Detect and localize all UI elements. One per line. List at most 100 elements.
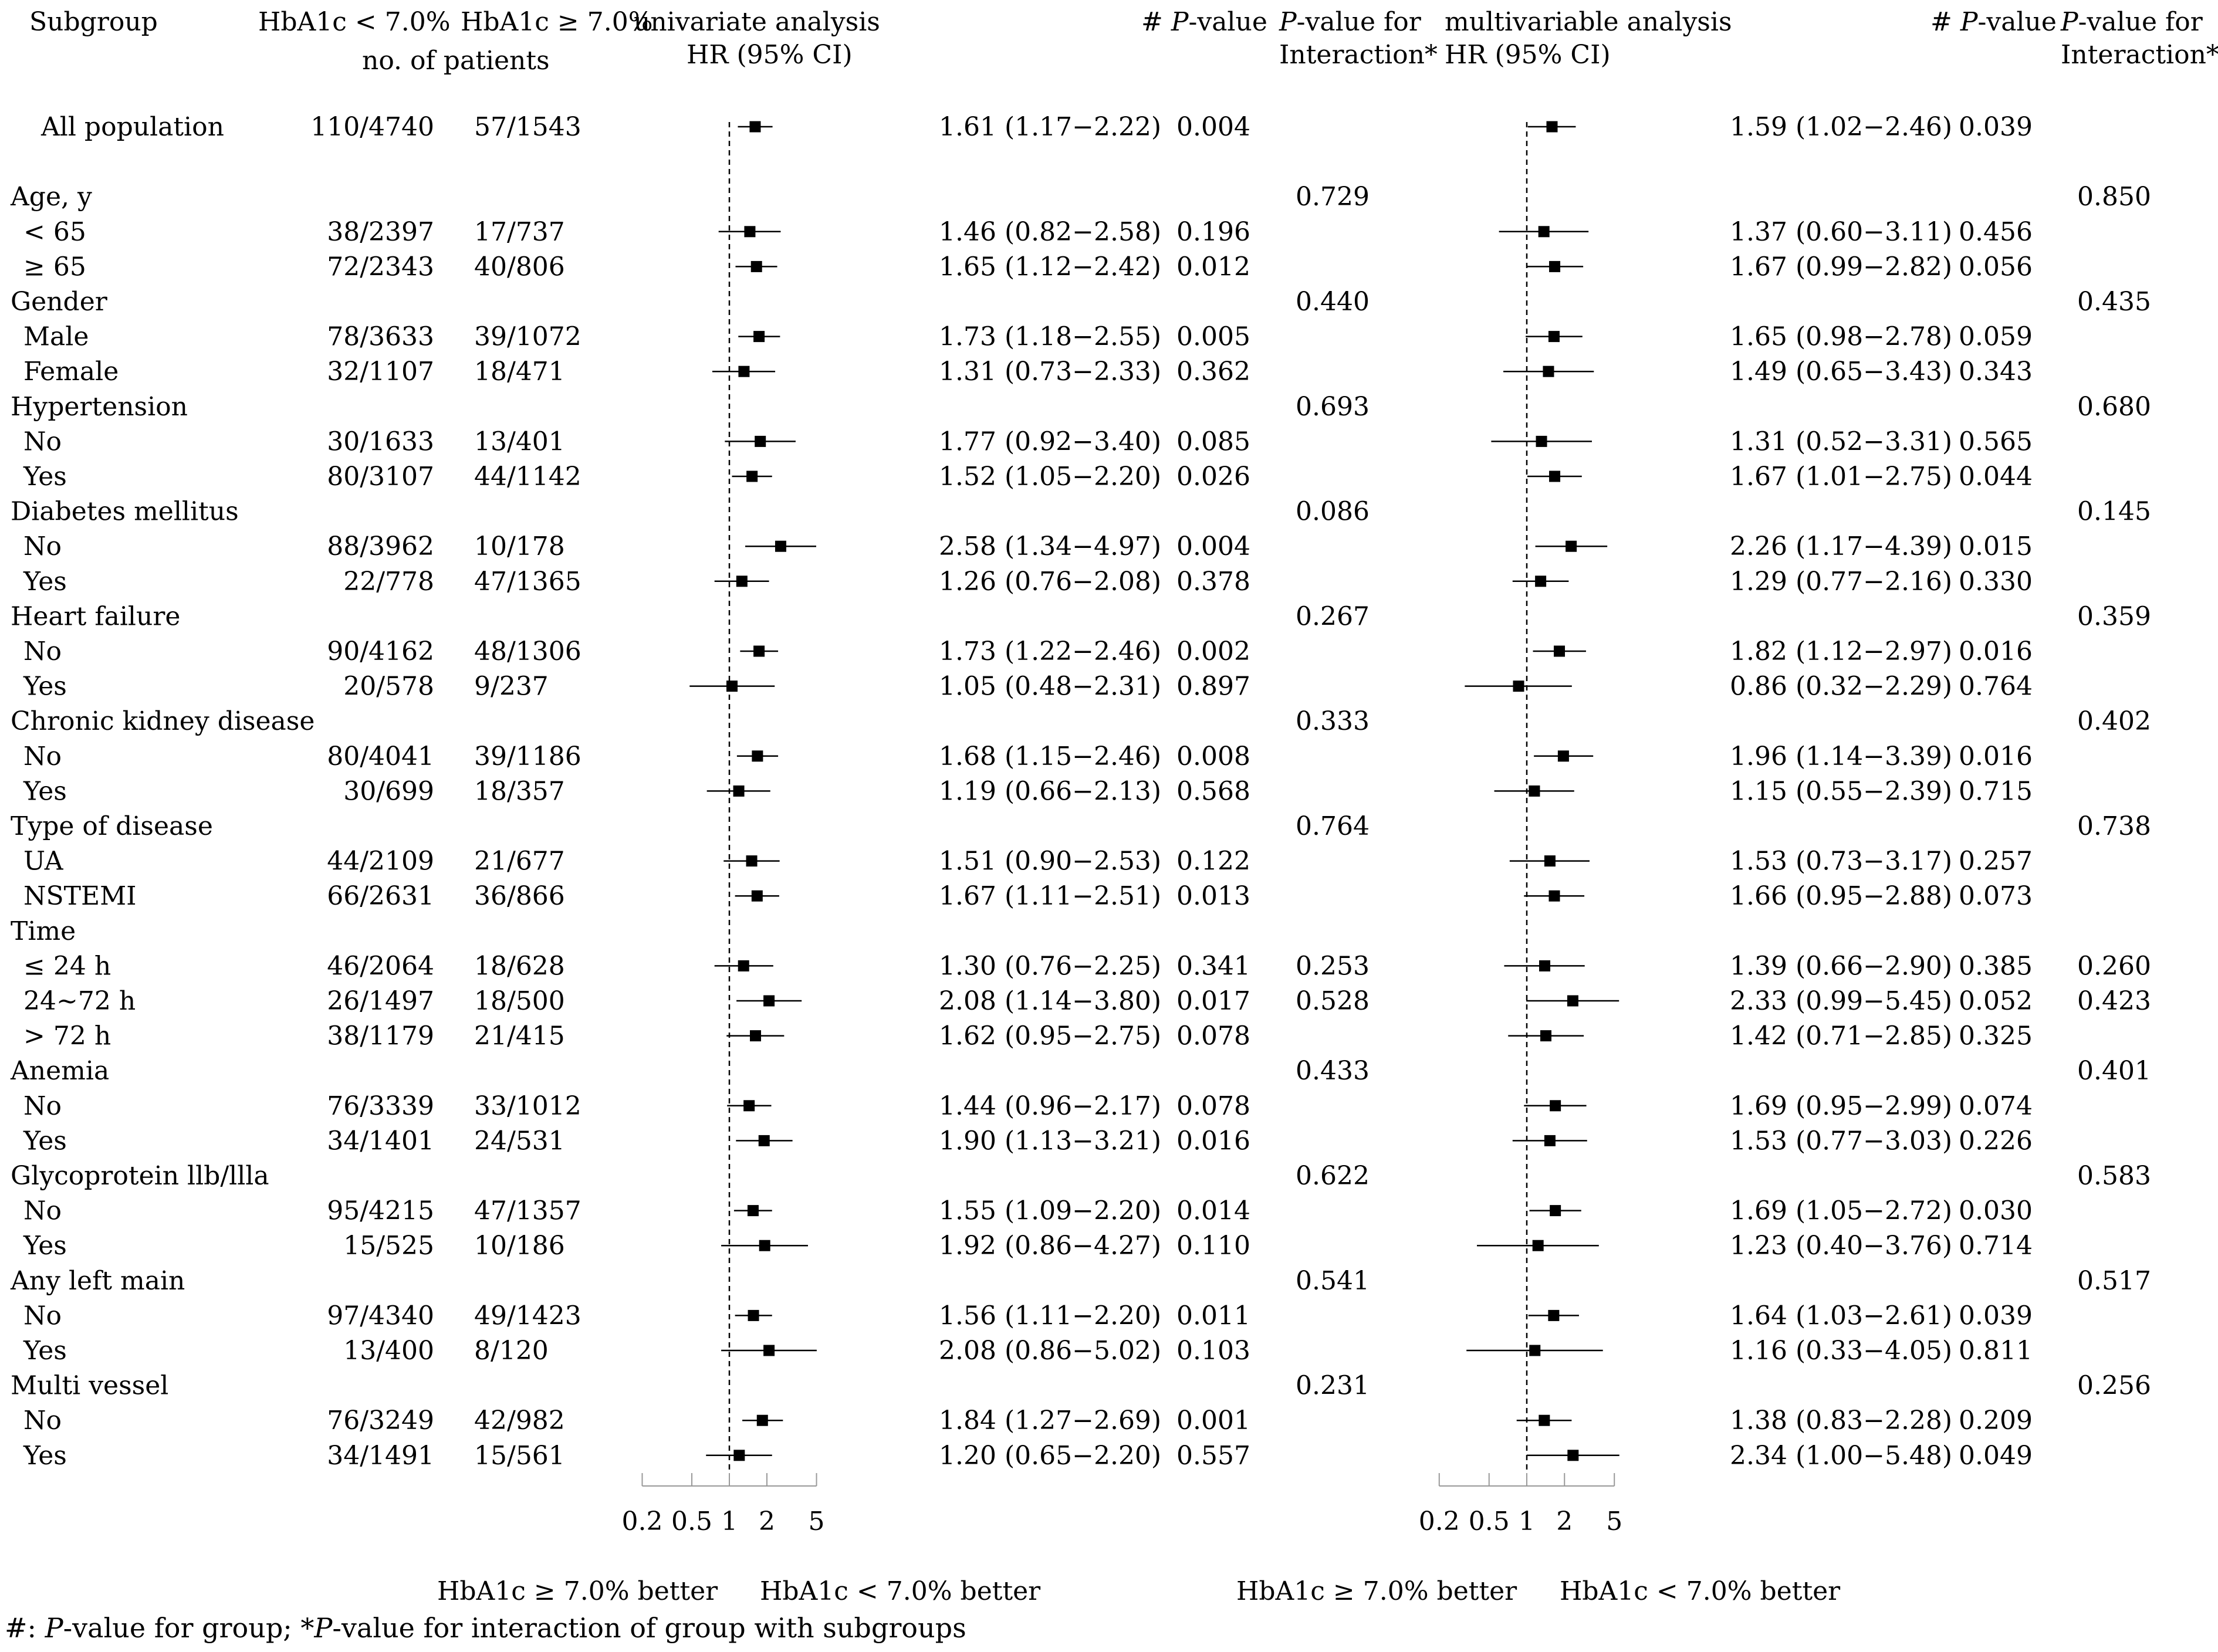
hr-point (1529, 1345, 1541, 1356)
subgroup-label: < 65 (23, 217, 86, 247)
group-label: Anemia (10, 1056, 109, 1086)
interaction-pvalue: 0.435 (2077, 287, 2151, 317)
p-value: 0.715 (1959, 776, 2033, 806)
interaction-pvalue: 0.764 (1296, 811, 1370, 841)
interaction-pvalue: 0.729 (1296, 182, 1370, 212)
p-value: 0.085 (1176, 426, 1250, 456)
hr-point (748, 1309, 759, 1321)
hr-ci-text: 1.56 (1.11−2.20) (939, 1301, 1161, 1331)
hr-point (753, 331, 765, 343)
hr-point (1539, 1414, 1550, 1426)
count-hba1c-high: 21/677 (474, 847, 565, 876)
hr-ci-text: 1.19 (0.66−2.13) (939, 776, 1161, 806)
hr-point (1538, 226, 1550, 238)
hr-ci-text: 1.96 (1.14−3.39) (1730, 742, 1952, 771)
count-hba1c-low: 34/1491 (327, 1441, 434, 1471)
hr-ci-text: 1.90 (1.13−3.21) (939, 1126, 1161, 1156)
hr-point (749, 121, 761, 133)
p-value: 0.565 (1959, 426, 2033, 456)
count-hba1c-high: 18/500 (474, 986, 565, 1016)
group-label: Glycoprotein llb/llla (11, 1161, 269, 1191)
hr-ci-text: 1.31 (0.73−2.33) (939, 357, 1161, 387)
hr-ci-text: 1.69 (1.05−2.72) (1730, 1196, 1952, 1226)
hr-point (1535, 576, 1547, 587)
p-value: 0.226 (1959, 1126, 2033, 1156)
hr-point (1566, 540, 1577, 552)
p-value: 0.568 (1176, 776, 1250, 806)
hr-point (1543, 365, 1554, 377)
p-value: 0.039 (1959, 112, 2033, 142)
p-value: 0.209 (1959, 1406, 2033, 1436)
count-hba1c-high: 9/237 (474, 672, 549, 702)
hr-ci-text: 2.26 (1.17−4.39) (1730, 532, 1952, 561)
count-hba1c-high: 44/1142 (474, 462, 581, 492)
hr-point (1544, 855, 1556, 867)
count-hba1c-low: 30/699 (343, 776, 434, 806)
p-value: 0.059 (1959, 322, 2033, 352)
count-hba1c-high: 47/1357 (474, 1196, 581, 1226)
hr-ci-text: 1.38 (0.83−2.28) (1730, 1406, 1952, 1436)
hr-ci-text: 1.65 (1.12−2.42) (939, 252, 1161, 282)
p-value: 0.002 (1176, 637, 1250, 666)
header-uni-pint-2: Interaction* (1279, 40, 1438, 70)
interaction-pvalue: 0.738 (2077, 811, 2151, 841)
interaction-pvalue: 0.541 (1296, 1266, 1370, 1296)
p-value: 0.714 (1959, 1231, 2033, 1261)
interaction-pvalue: 0.680 (2077, 392, 2151, 422)
count-hba1c-high: 18/628 (474, 951, 565, 981)
hr-ci-text: 1.61 (1.17−2.22) (939, 112, 1161, 142)
hr-point (759, 1240, 770, 1251)
count-hba1c-low: 66/2631 (327, 881, 434, 911)
footer-note: #: P-value for group; *P-value for inter… (5, 1612, 966, 1644)
header-uni-title: univariate analysis (634, 7, 880, 37)
header-hba1c-low: HbA1c < 7.0% (258, 7, 451, 37)
hr-ci-text: 1.31 (0.52−3.31) (1730, 426, 1952, 456)
count-hba1c-high: 48/1306 (474, 637, 581, 666)
hr-ci-text: 1.29 (0.77−2.16) (1730, 567, 1952, 597)
subgroup-label: Yes (23, 1126, 67, 1156)
hr-ci-text: 2.34 (1.00−5.48) (1730, 1441, 1952, 1471)
hr-ci-text: 1.53 (0.77−3.03) (1730, 1126, 1952, 1156)
hr-point (1532, 1240, 1544, 1251)
hr-ci-text: 1.69 (0.95−2.99) (1730, 1091, 1952, 1121)
group-label: Heart failure (11, 601, 180, 631)
group-label: Any left main (10, 1266, 185, 1296)
interaction-pvalue: 0.256 (2077, 1371, 2151, 1401)
x-tick-label: 5 (809, 1507, 825, 1536)
count-hba1c-high: 10/186 (474, 1231, 565, 1261)
count-hba1c-low: 80/3107 (327, 462, 434, 492)
interaction-pvalue: 0.267 (1296, 601, 1370, 631)
hr-point (726, 681, 738, 692)
hr-point (1550, 1100, 1561, 1112)
hr-point (1546, 121, 1558, 133)
x-tick-label: 2 (759, 1507, 775, 1536)
count-hba1c-low: 97/4340 (327, 1301, 434, 1331)
count-hba1c-low: 110/4740 (310, 112, 434, 142)
p-value: 0.196 (1176, 217, 1250, 247)
subgroup-label: Yes (23, 1231, 67, 1261)
hr-ci-text: 1.62 (0.95−2.75) (939, 1021, 1161, 1051)
interaction-pvalue: 0.517 (2077, 1266, 2151, 1296)
hr-point (743, 1100, 755, 1112)
hr-ci-text: 1.53 (0.73−3.17) (1730, 847, 1952, 876)
hr-point (1539, 960, 1551, 971)
count-hba1c-high: 13/401 (474, 426, 565, 456)
p-value: 0.016 (1176, 1126, 1250, 1156)
hr-point (1536, 435, 1547, 447)
p-value: 0.456 (1959, 217, 2033, 247)
hr-ci-text: 1.39 (0.66−2.90) (1730, 951, 1952, 981)
count-hba1c-high: 18/471 (474, 357, 565, 387)
interaction-pvalue: 0.260 (2077, 951, 2151, 981)
interaction-pvalue: 0.401 (2077, 1056, 2151, 1086)
header-multi-pint-1: P-value for (2060, 7, 2203, 37)
hr-point (1557, 750, 1569, 762)
interaction-pvalue: 0.333 (1296, 706, 1370, 736)
group-label: Diabetes mellitus (11, 497, 239, 527)
group-label: Gender (11, 287, 108, 317)
subgroup-label: No (23, 1196, 62, 1226)
interaction-pvalue: 0.693 (1296, 392, 1370, 422)
header-uni-pvalue: # P-value (1141, 7, 1267, 37)
p-value: 0.044 (1959, 462, 2033, 492)
hr-ci-text: 1.55 (1.09−2.20) (939, 1196, 1161, 1226)
interaction-pvalue: 0.145 (2077, 497, 2151, 527)
